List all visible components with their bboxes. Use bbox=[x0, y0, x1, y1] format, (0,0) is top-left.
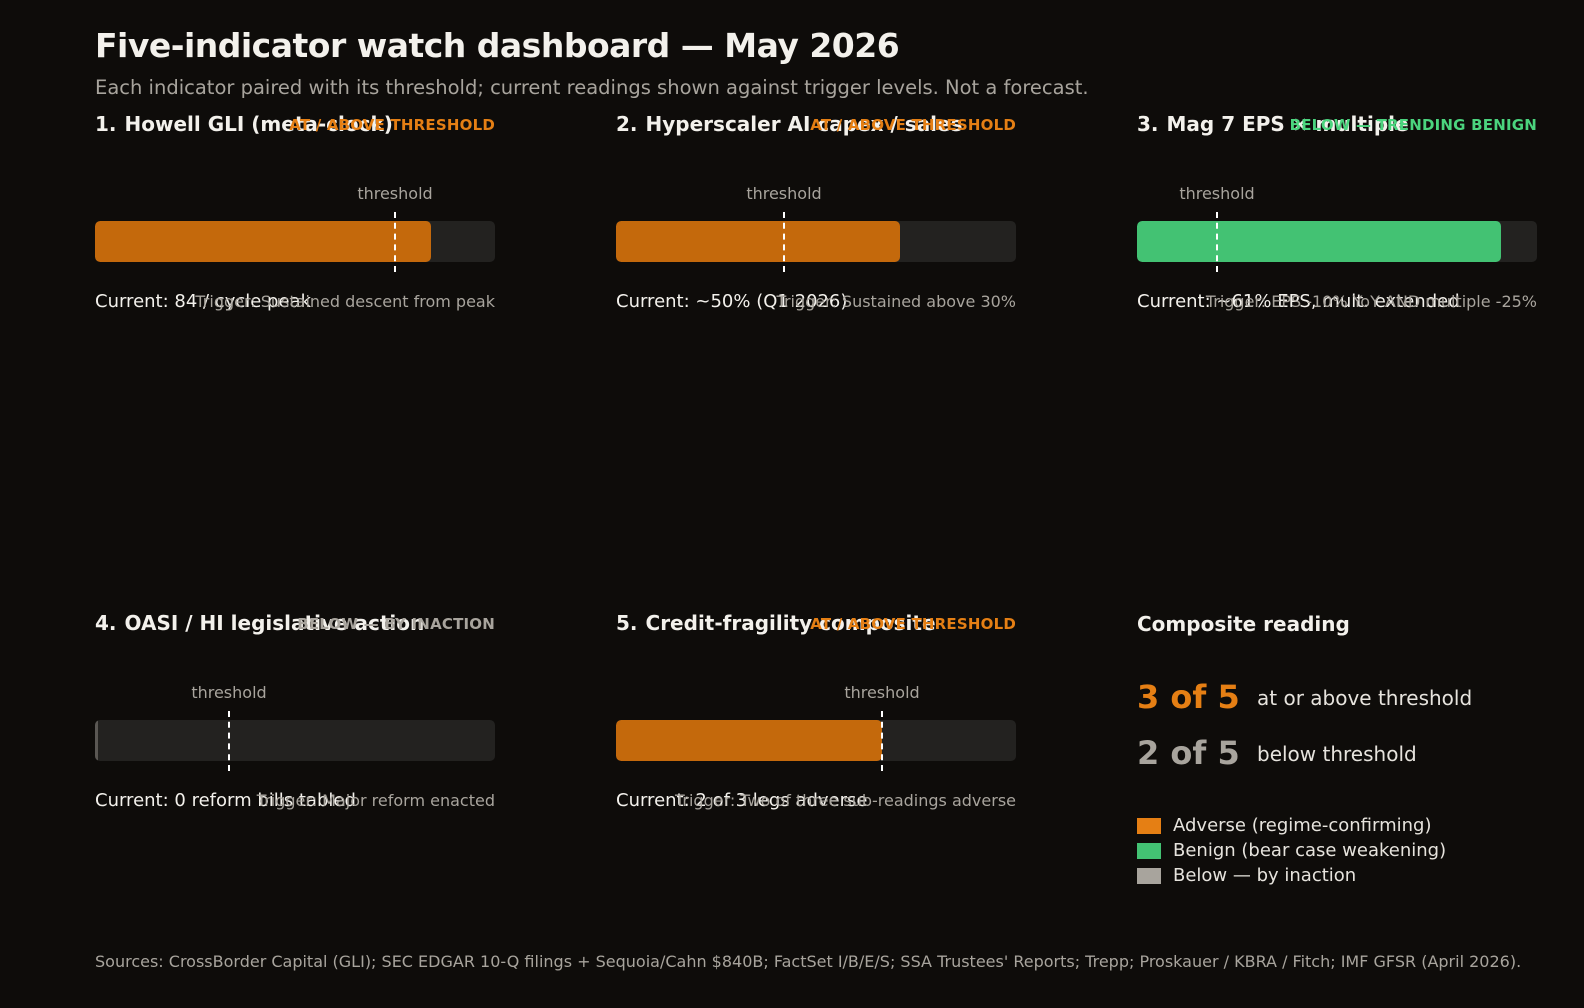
current-reading: Current: 2 of 3 legs adverse bbox=[616, 790, 868, 811]
legend-label: Benign (bear case weakening) bbox=[1173, 840, 1447, 861]
bar-fill bbox=[616, 221, 900, 262]
indicator-status-badge: BELOW — BY INACTION bbox=[297, 615, 495, 633]
bar-track bbox=[95, 720, 495, 761]
indicator-number: 2. bbox=[616, 112, 638, 136]
trigger-text: Trigger: Sustained descent from peak bbox=[195, 292, 495, 311]
trigger-text: Trigger: Sustained above 30% bbox=[776, 292, 1016, 311]
current-reading: Current: ~50% (Q1 2026) bbox=[616, 291, 848, 312]
indicator-title: 5. Credit-fragility composite bbox=[616, 611, 936, 635]
legend-label: Below — by inaction bbox=[1173, 865, 1357, 886]
bar-fill bbox=[616, 720, 882, 761]
legend-label: Adverse (regime-confirming) bbox=[1173, 815, 1432, 836]
threshold-marker bbox=[1216, 212, 1218, 272]
composite-reading-panel: Composite reading 3 of 5 at or above thr… bbox=[1137, 612, 1577, 892]
bar-track bbox=[616, 720, 1016, 761]
indicator-number: 1. bbox=[95, 112, 117, 136]
threshold-marker bbox=[881, 711, 883, 771]
indicator-title: 1. Howell GLI (meta-clock) bbox=[95, 112, 393, 136]
bar-fill bbox=[95, 720, 98, 761]
page-subtitle: Each indicator paired with its threshold… bbox=[95, 76, 1089, 99]
indicator-name: OASI / HI legislative action bbox=[124, 611, 425, 635]
composite-title: Composite reading bbox=[1137, 612, 1350, 636]
sources-footer: Sources: CrossBorder Capital (GLI); SEC … bbox=[95, 952, 1522, 971]
bar-fill bbox=[95, 221, 431, 262]
indicator-name: Howell GLI (meta-clock) bbox=[124, 112, 393, 136]
current-reading: Current: 84 / cycle peak bbox=[95, 291, 311, 312]
trigger-text: Trigger: Major reform enacted bbox=[256, 791, 495, 810]
bar-track bbox=[616, 221, 1016, 262]
indicator-panel-credit: 5. Credit-fragility composite AT / ABOVE … bbox=[616, 611, 1016, 831]
threshold-label: threshold bbox=[844, 683, 920, 702]
below-threshold-label: below threshold bbox=[1257, 742, 1417, 766]
indicator-status-badge: AT / ABOVE THRESHOLD bbox=[810, 615, 1016, 633]
legend-swatch bbox=[1137, 868, 1161, 884]
above-threshold-label: at or above threshold bbox=[1257, 686, 1473, 710]
threshold-marker bbox=[228, 711, 230, 771]
indicator-name: Credit-fragility composite bbox=[645, 611, 936, 635]
threshold-label: threshold bbox=[191, 683, 267, 702]
indicator-status-badge: AT / ABOVE THRESHOLD bbox=[289, 116, 495, 134]
indicator-number: 4. bbox=[95, 611, 117, 635]
bar-fill bbox=[1137, 221, 1501, 262]
legend-swatch bbox=[1137, 843, 1161, 859]
indicator-name: Hyperscaler AI capex / sales bbox=[645, 112, 963, 136]
indicator-panel-capex: 2. Hyperscaler AI capex / sales AT / ABOV… bbox=[616, 112, 1016, 332]
indicator-title: 4. OASI / HI legislative action bbox=[95, 611, 424, 635]
threshold-label: threshold bbox=[746, 184, 822, 203]
threshold-label: threshold bbox=[1179, 184, 1255, 203]
threshold-label: threshold bbox=[357, 184, 433, 203]
bar-track bbox=[95, 221, 495, 262]
indicator-title: 3. Mag 7 EPS × multiple bbox=[1137, 112, 1409, 136]
threshold-marker bbox=[394, 212, 396, 272]
indicator-panel-oasi: 4. OASI / HI legislative action BELOW — B… bbox=[95, 611, 495, 831]
threshold-marker bbox=[783, 212, 785, 272]
indicator-status-badge: AT / ABOVE THRESHOLD bbox=[810, 116, 1016, 134]
indicator-title: 2. Hyperscaler AI capex / sales bbox=[616, 112, 963, 136]
indicator-panel-mag7: 3. Mag 7 EPS × multiple BELOW — TRENDING … bbox=[1137, 112, 1537, 332]
trigger-text: Trigger: EPS -10% YoY AND multiple -25% bbox=[1205, 292, 1537, 311]
indicator-panel-gli: 1. Howell GLI (meta-clock) AT / ABOVE THR… bbox=[95, 112, 495, 332]
bar-track bbox=[1137, 221, 1537, 262]
indicator-name: Mag 7 EPS × multiple bbox=[1166, 112, 1409, 136]
legend-swatch bbox=[1137, 818, 1161, 834]
indicator-number: 5. bbox=[616, 611, 638, 635]
page-title: Five-indicator watch dashboard — May 202… bbox=[95, 26, 900, 65]
below-threshold-count: 2 of 5 bbox=[1137, 734, 1240, 772]
indicator-number: 3. bbox=[1137, 112, 1159, 136]
above-threshold-count: 3 of 5 bbox=[1137, 678, 1240, 716]
current-reading: Current: 0 reform bills tabled bbox=[95, 790, 356, 811]
indicator-status-badge: BELOW — TRENDING BENIGN bbox=[1289, 116, 1537, 134]
trigger-text: Trigger: Two of three sub-readings adver… bbox=[674, 791, 1016, 810]
current-reading: Current: ~61% EPS, mult. extended bbox=[1137, 291, 1460, 312]
